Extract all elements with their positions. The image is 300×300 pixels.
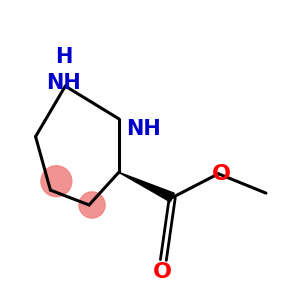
Polygon shape xyxy=(119,172,174,202)
Text: O: O xyxy=(212,164,231,184)
Text: H: H xyxy=(55,47,73,68)
Circle shape xyxy=(79,192,105,218)
Text: NH: NH xyxy=(126,119,161,139)
Circle shape xyxy=(41,166,72,197)
Text: O: O xyxy=(153,262,172,282)
Text: NH: NH xyxy=(46,73,81,93)
